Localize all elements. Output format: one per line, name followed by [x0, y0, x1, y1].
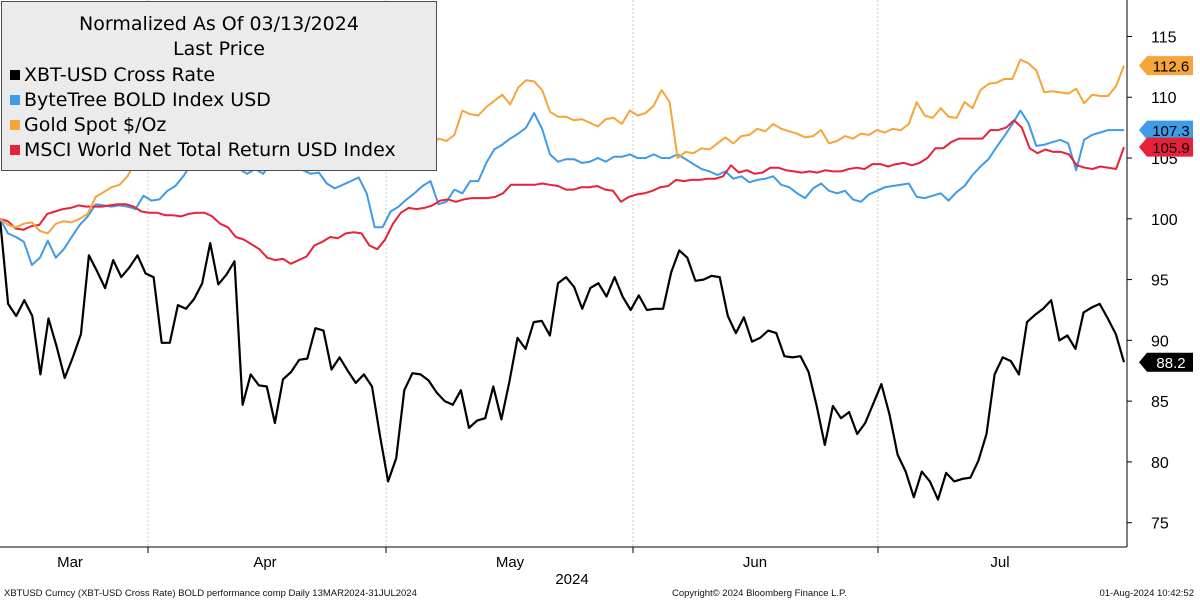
y-tick-label: 85 — [1151, 394, 1169, 411]
series-line — [0, 119, 1125, 265]
y-tick-label: 95 — [1151, 273, 1169, 290]
badge-shape — [1139, 137, 1193, 157]
badge-label: 112.6 — [1153, 59, 1189, 76]
legend-swatch — [10, 145, 20, 155]
y-tick-label: 110 — [1151, 90, 1177, 107]
last-value-badge: 88.2 — [1139, 352, 1193, 372]
legend-item-msci: MSCI World Net Total Return USD Index — [10, 138, 396, 162]
y-tick-label: 115 — [1151, 29, 1177, 46]
footer-timestamp: 01-Aug-2024 10:42:52 — [1099, 588, 1194, 599]
x-tick-label: Jun — [743, 554, 767, 571]
last-value-badges: 88.2 107.3 112.6 105.9 — [1139, 56, 1193, 372]
legend-item-gold: Gold Spot $/Oz — [10, 113, 166, 137]
legend-swatch — [10, 120, 20, 130]
last-value-badge: 107.3 — [1139, 120, 1193, 140]
legend-label: Gold Spot $/Oz — [24, 114, 167, 136]
footer-description: XBTUSD Curncy (XBT-USD Cross Rate) BOLD … — [4, 588, 417, 599]
x-tick-label: May — [496, 554, 525, 571]
chart-subtitle: Last Price — [173, 38, 265, 60]
badge-shape — [1139, 352, 1193, 372]
legend-swatch — [10, 70, 20, 80]
y-tick-label: 75 — [1151, 516, 1169, 533]
legend-label: ByteTree BOLD Index USD — [24, 89, 271, 111]
x-tick-label: Apr — [253, 554, 276, 571]
legend-swatch — [10, 95, 20, 105]
badge-shape — [1139, 120, 1193, 140]
legend-item-xbt: XBT-USD Cross Rate — [10, 63, 215, 87]
badge-label: 105.9 — [1152, 140, 1190, 157]
series-line — [0, 218, 1126, 501]
y-tick-label: 80 — [1151, 455, 1169, 472]
badge-label: 88.2 — [1156, 355, 1185, 372]
y-tick-label: 100 — [1151, 212, 1178, 229]
last-value-badge: 112.6 — [1139, 56, 1193, 76]
last-value-badge: 105.9 — [1139, 137, 1193, 157]
chart-legend: Normalized As Of 03/13/2024 Last Price X… — [1, 1, 437, 171]
x-tick-label: Mar — [57, 554, 83, 571]
legend-label: MSCI World Net Total Return USD Index — [24, 139, 396, 161]
footer-copyright: Copyright© 2024 Bloomberg Finance L.P. — [672, 588, 847, 599]
chart-title: Normalized As Of 03/13/2024 — [79, 13, 359, 35]
badge-shape — [1139, 56, 1193, 76]
badge-label: 107.3 — [1152, 123, 1190, 140]
y-tick-label: 90 — [1151, 333, 1169, 350]
x-axis-year-label: 2024 — [555, 571, 588, 588]
legend-label: XBT-USD Cross Rate — [24, 64, 216, 86]
legend-item-bold: ByteTree BOLD Index USD — [10, 88, 271, 112]
x-tick-label: Jul — [990, 554, 1009, 571]
